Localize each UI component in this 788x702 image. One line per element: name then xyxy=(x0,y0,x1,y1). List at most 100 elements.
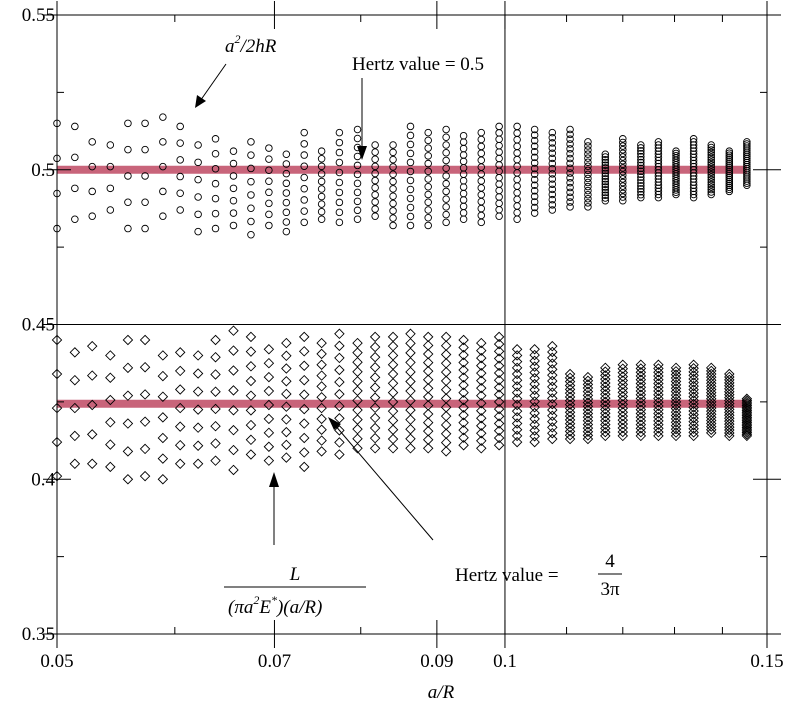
data-point-diamond xyxy=(476,412,487,424)
data-point-diamond xyxy=(422,391,434,403)
data-point-diamond xyxy=(245,331,257,343)
data-point-circle xyxy=(672,149,680,158)
data-point-circle xyxy=(335,128,344,137)
data-point-circle xyxy=(477,128,486,137)
data-point-diamond xyxy=(387,387,399,398)
data-point-circle xyxy=(265,221,273,230)
data-point-circle xyxy=(725,181,734,190)
data-point-diamond xyxy=(210,403,221,415)
data-point-diamond xyxy=(192,422,204,433)
data-point-diamond xyxy=(69,430,81,442)
data-point-diamond xyxy=(476,382,487,394)
data-point-diamond xyxy=(228,385,239,396)
data-point-circle xyxy=(530,148,539,156)
data-point-diamond xyxy=(86,458,98,470)
data-point-diamond xyxy=(635,363,647,374)
data-point-circle xyxy=(389,163,397,171)
data-point-diamond xyxy=(476,337,487,349)
data-point-circle xyxy=(495,129,503,137)
data-point-diamond xyxy=(706,418,717,429)
data-point-diamond xyxy=(688,370,699,381)
formula-bottom-denom-post: )(a/R) xyxy=(276,597,322,618)
data-point-circle xyxy=(282,179,291,188)
data-point-diamond xyxy=(122,390,134,401)
data-point-diamond xyxy=(69,458,81,470)
data-point-circle xyxy=(530,198,539,206)
data-point-diamond xyxy=(724,427,735,439)
data-point-diamond xyxy=(653,366,664,378)
data-point-diamond xyxy=(529,373,540,384)
data-point-diamond xyxy=(369,432,381,444)
data-point-circle xyxy=(637,152,645,161)
data-point-circle xyxy=(247,177,255,186)
data-point-diamond xyxy=(493,360,505,372)
data-point-circle xyxy=(707,151,715,159)
data-point-diamond xyxy=(600,400,611,411)
data-point-circle xyxy=(548,185,557,194)
x-tick-label: 0.1 xyxy=(493,651,517,672)
data-point-diamond xyxy=(706,405,717,417)
data-point-diamond xyxy=(600,415,611,427)
data-point-circle xyxy=(141,145,149,154)
data-point-circle xyxy=(265,188,273,197)
data-point-circle xyxy=(566,145,574,153)
data-point-diamond xyxy=(688,412,699,424)
data-point-circle xyxy=(371,162,379,171)
data-point-diamond xyxy=(529,390,540,401)
formula-top-rest: /2hR xyxy=(240,36,277,57)
data-point-circle xyxy=(707,188,715,196)
data-point-diamond xyxy=(617,359,629,370)
data-point-diamond xyxy=(493,331,505,343)
data-point-diamond xyxy=(564,422,576,433)
data-point-circle xyxy=(619,153,627,161)
data-point-diamond xyxy=(476,352,487,364)
data-point-diamond xyxy=(245,390,257,401)
data-point-diamond xyxy=(476,428,487,439)
data-point-diamond xyxy=(263,371,275,383)
data-point-circle xyxy=(548,170,557,178)
data-point-diamond xyxy=(600,419,611,430)
data-point-circle xyxy=(265,155,273,163)
data-point-diamond xyxy=(529,361,540,372)
data-point-diamond xyxy=(298,346,310,357)
data-point-diamond xyxy=(228,405,239,416)
data-point-diamond xyxy=(564,372,576,384)
data-point-diamond xyxy=(405,338,416,349)
data-point-circle xyxy=(300,196,308,204)
data-point-diamond xyxy=(281,350,292,362)
data-point-diamond xyxy=(476,397,487,409)
data-point-diamond xyxy=(316,391,327,403)
data-point-diamond xyxy=(529,407,540,419)
data-point-diamond xyxy=(458,417,469,428)
data-point-circle xyxy=(513,182,521,190)
data-point-circle xyxy=(530,164,539,173)
data-point-circle xyxy=(424,221,432,230)
data-point-diamond xyxy=(670,362,682,374)
data-point-circle xyxy=(513,195,521,204)
data-point-circle xyxy=(477,211,486,220)
annotation-formula-top: a2/2hR xyxy=(225,32,277,57)
data-point-circle xyxy=(707,163,715,172)
data-point-circle xyxy=(584,154,592,162)
data-point-circle xyxy=(88,162,96,171)
data-point-circle xyxy=(353,161,362,170)
data-point-circle xyxy=(619,138,627,147)
data-point-circle xyxy=(53,189,61,198)
data-point-circle xyxy=(566,130,574,139)
data-point-diamond xyxy=(458,379,469,391)
formula-bottom-denom-mid: E xyxy=(258,597,271,618)
data-point-circle xyxy=(637,161,645,170)
data-point-diamond xyxy=(547,427,558,439)
data-point-circle xyxy=(619,156,627,165)
data-point-circle xyxy=(725,185,734,194)
data-point-diamond xyxy=(688,423,699,435)
data-point-diamond xyxy=(688,405,699,417)
data-point-diamond xyxy=(600,373,611,385)
data-point-circle xyxy=(584,146,592,154)
data-point-diamond xyxy=(493,346,505,357)
data-point-circle xyxy=(317,200,326,208)
data-point-circle xyxy=(495,154,503,163)
data-point-diamond xyxy=(511,436,523,448)
data-point-diamond xyxy=(245,419,257,431)
data-point-diamond xyxy=(334,449,345,460)
